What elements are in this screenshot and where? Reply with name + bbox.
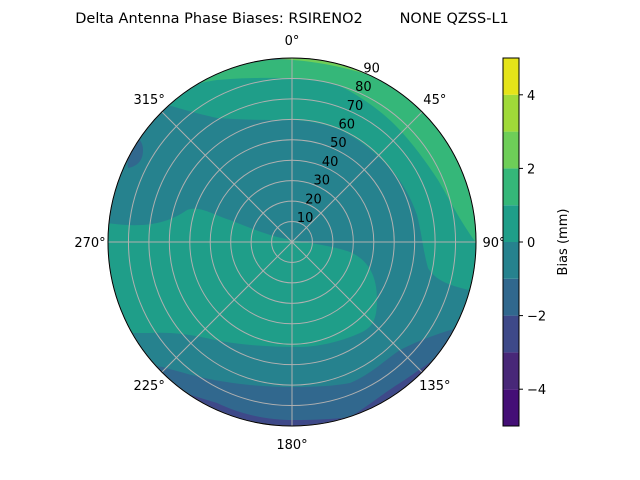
- colorbar-segment: [503, 94, 519, 132]
- colorbar-segment: [503, 168, 519, 206]
- angular-gridline: [161, 111, 293, 243]
- angular-tick-label: 270°: [74, 236, 105, 251]
- colorbar-segment: [503, 242, 519, 279]
- colorbar-tick-label: −2: [527, 310, 546, 325]
- colorbar-segment: [503, 58, 519, 95]
- radial-tick-labels: 10 20 30 40 50 60 70 80 90: [297, 62, 380, 226]
- radial-tick-label: 90: [363, 62, 380, 77]
- angular-tick-label: 45°: [423, 93, 446, 108]
- radial-tick-label: 10: [297, 211, 314, 226]
- colorbar-segment: [503, 205, 519, 242]
- colorbar-tick-label: 2: [527, 162, 535, 177]
- angular-tick-label: 225°: [134, 379, 165, 394]
- angular-tick-label: 0°: [285, 34, 300, 49]
- colorbar-segment: [503, 278, 519, 316]
- colorbar-segment: [503, 352, 519, 390]
- polar-frame: [107, 57, 477, 427]
- angular-gridline: [161, 241, 293, 373]
- radial-tick-label: 40: [322, 155, 339, 170]
- angular-tick-label: 315°: [134, 93, 165, 108]
- colorbar-segment: [503, 315, 519, 353]
- angular-tick-label: 135°: [419, 379, 450, 394]
- chart-title: Delta Antenna Phase Biases: RSIRENO2 NON…: [75, 11, 509, 27]
- colorbar: −4 −2 0 2 4: [502, 57, 546, 427]
- radial-tick-label: 20: [305, 192, 322, 207]
- angular-gridline: [291, 111, 423, 243]
- radial-tick-label: 30: [314, 174, 331, 189]
- colorbar-tick-label: −4: [527, 383, 546, 398]
- radial-tick-label: 60: [338, 118, 355, 133]
- angular-tick-labels: 0° 45° 90° 135° 180° 225° 270° 315°: [74, 34, 505, 453]
- polar-grid: [107, 57, 477, 427]
- angular-tick-label: 90°: [482, 236, 505, 251]
- colorbar-tick-label: 4: [527, 89, 535, 104]
- colorbar-segment: [503, 389, 519, 426]
- radial-tick-label: 50: [330, 136, 347, 151]
- colorbar-label: Bias (mm): [556, 209, 571, 276]
- angular-tick-label: 180°: [276, 438, 307, 453]
- colorbar-tick-label: 0: [527, 236, 535, 251]
- contour-level-1-2: [150, 60, 476, 248]
- radial-tick-label: 70: [347, 99, 364, 114]
- angular-gridline: [291, 241, 423, 373]
- radial-tick-label: 80: [355, 80, 372, 95]
- colorbar-segment: [503, 131, 519, 169]
